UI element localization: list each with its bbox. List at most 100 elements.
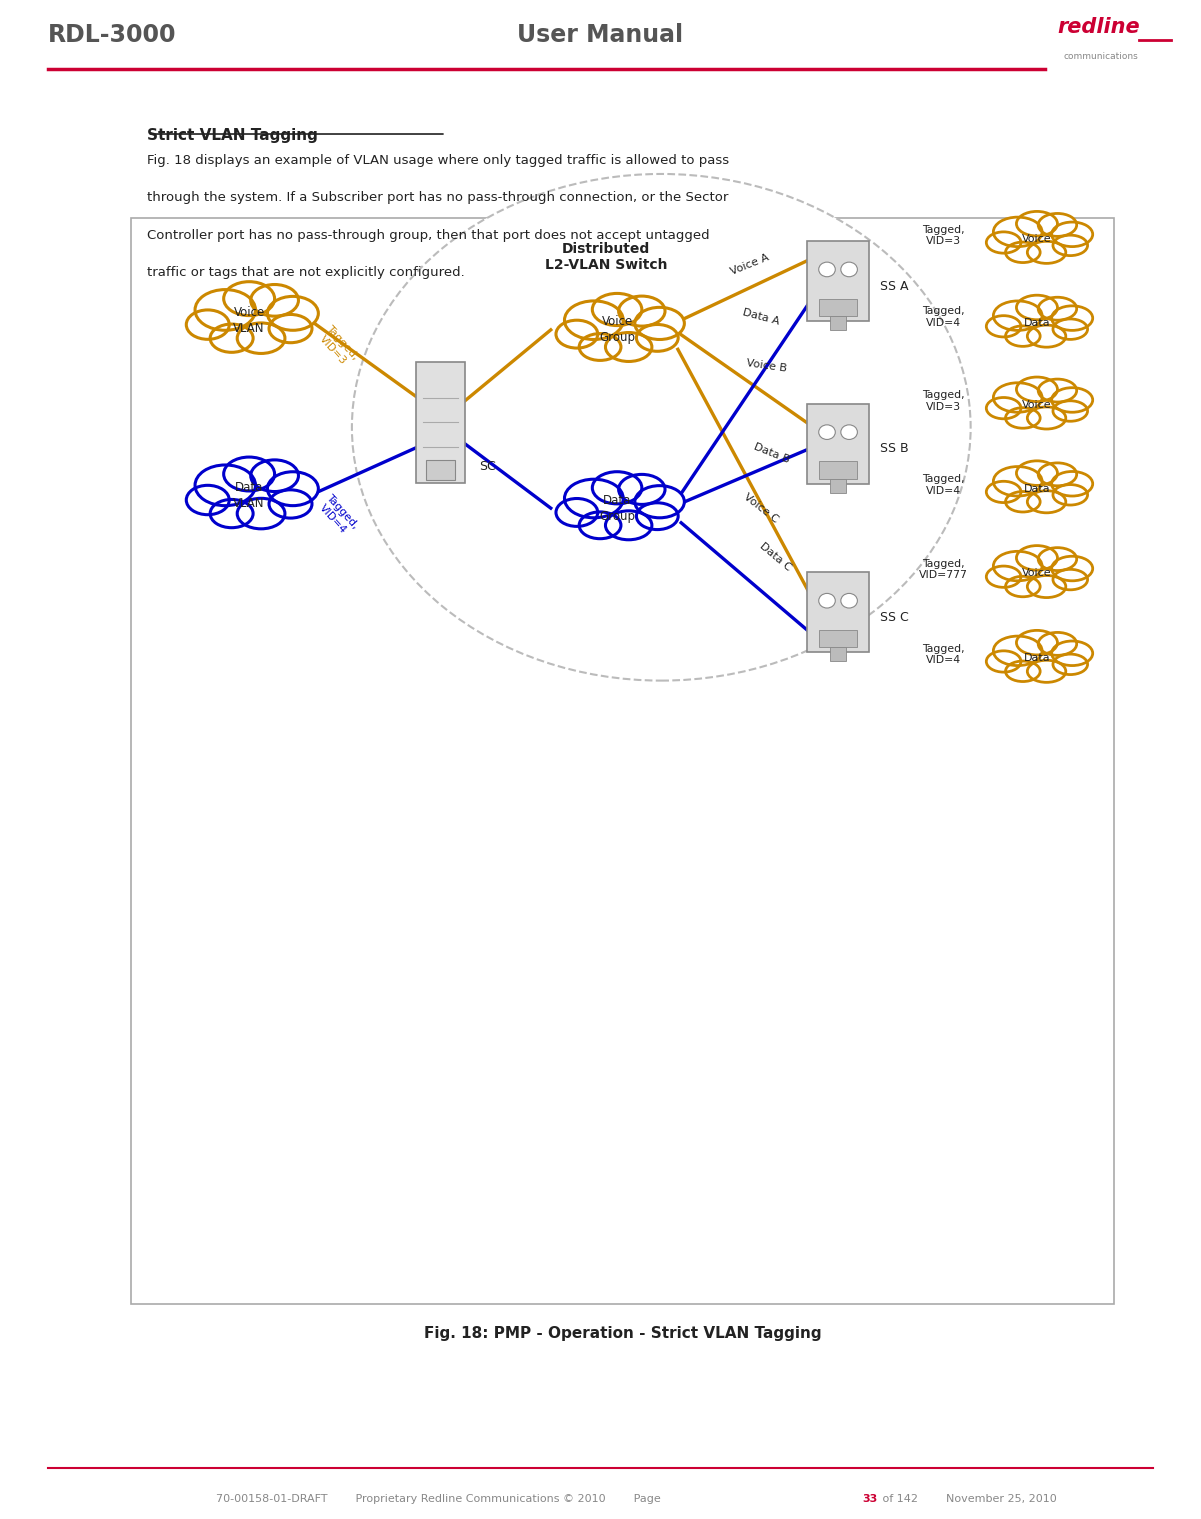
- Ellipse shape: [986, 232, 1021, 254]
- Text: redline: redline: [1057, 17, 1140, 36]
- Text: Data B: Data B: [752, 442, 791, 465]
- Ellipse shape: [1052, 387, 1093, 412]
- Ellipse shape: [1052, 305, 1093, 331]
- Text: Tagged,
VID=4: Tagged, VID=4: [315, 492, 360, 538]
- Ellipse shape: [1005, 242, 1040, 263]
- FancyBboxPatch shape: [830, 647, 846, 661]
- Ellipse shape: [993, 301, 1042, 331]
- Ellipse shape: [579, 512, 621, 539]
- Ellipse shape: [592, 472, 641, 504]
- Ellipse shape: [637, 503, 679, 530]
- Ellipse shape: [564, 478, 623, 518]
- Ellipse shape: [1016, 295, 1057, 321]
- Ellipse shape: [1038, 463, 1076, 486]
- Text: Voice: Voice: [1022, 568, 1052, 579]
- Ellipse shape: [1016, 211, 1057, 235]
- Text: Data: Data: [1023, 317, 1050, 328]
- Circle shape: [841, 594, 858, 608]
- Text: Tagged,
VID=4: Tagged, VID=4: [921, 644, 964, 665]
- Bar: [131, 217, 1115, 1305]
- Ellipse shape: [637, 325, 679, 351]
- Ellipse shape: [556, 321, 598, 348]
- Ellipse shape: [986, 398, 1021, 419]
- FancyBboxPatch shape: [807, 573, 870, 652]
- Ellipse shape: [1052, 471, 1093, 497]
- Ellipse shape: [1005, 327, 1040, 346]
- FancyBboxPatch shape: [819, 462, 856, 478]
- Ellipse shape: [238, 324, 285, 354]
- Ellipse shape: [238, 498, 285, 529]
- FancyBboxPatch shape: [830, 316, 846, 330]
- Circle shape: [841, 263, 858, 276]
- Text: Fig. 18 displays an example of VLAN usage where only tagged traffic is allowed t: Fig. 18 displays an example of VLAN usag…: [148, 155, 730, 167]
- Text: Voice
VLAN: Voice VLAN: [233, 305, 265, 334]
- Text: traffic or tags that are not explicitly configured.: traffic or tags that are not explicitly …: [148, 266, 465, 278]
- FancyBboxPatch shape: [807, 404, 870, 483]
- Ellipse shape: [619, 296, 665, 327]
- Ellipse shape: [1053, 401, 1088, 421]
- Ellipse shape: [1005, 576, 1040, 597]
- Text: RDL-3000: RDL-3000: [48, 23, 177, 47]
- Ellipse shape: [986, 567, 1021, 588]
- Ellipse shape: [564, 301, 623, 340]
- FancyBboxPatch shape: [830, 478, 846, 492]
- Ellipse shape: [1027, 407, 1065, 428]
- Ellipse shape: [1027, 491, 1065, 513]
- Ellipse shape: [1016, 377, 1057, 401]
- Circle shape: [819, 425, 836, 439]
- Ellipse shape: [993, 383, 1042, 412]
- Text: Strict VLAN Tagging: Strict VLAN Tagging: [148, 128, 318, 143]
- Ellipse shape: [1005, 407, 1040, 428]
- FancyBboxPatch shape: [807, 242, 870, 321]
- Text: Voice: Voice: [1022, 234, 1052, 245]
- Ellipse shape: [251, 284, 299, 316]
- Text: 70-00158-01-DRAFT        Proprietary Redline Communications © 2010        Page: 70-00158-01-DRAFT Proprietary Redline Co…: [216, 1493, 664, 1504]
- Text: 33: 33: [862, 1493, 878, 1504]
- Ellipse shape: [1038, 380, 1076, 403]
- Text: Tagged,
VID=777: Tagged, VID=777: [919, 559, 968, 580]
- Circle shape: [819, 263, 836, 276]
- Text: Tagged,
VID=4: Tagged, VID=4: [921, 474, 964, 495]
- Text: Tagged,
VID=3: Tagged, VID=3: [921, 225, 964, 246]
- Text: Voice
Group: Voice Group: [599, 316, 635, 345]
- Text: SC: SC: [479, 460, 496, 472]
- Text: communications: communications: [1064, 52, 1139, 61]
- Ellipse shape: [1005, 661, 1040, 682]
- Text: SS B: SS B: [880, 442, 909, 456]
- Ellipse shape: [605, 510, 652, 539]
- Text: Voice: Voice: [1022, 399, 1052, 410]
- Text: Voice C: Voice C: [741, 492, 779, 524]
- Ellipse shape: [1052, 641, 1093, 665]
- Ellipse shape: [195, 465, 256, 506]
- FancyBboxPatch shape: [819, 630, 856, 647]
- Ellipse shape: [579, 334, 621, 360]
- Text: through the system. If a Subscriber port has no pass-through connection, or the : through the system. If a Subscriber port…: [148, 191, 729, 205]
- Ellipse shape: [993, 466, 1042, 497]
- Text: SS C: SS C: [880, 611, 909, 624]
- Ellipse shape: [210, 500, 253, 527]
- Text: Voice B: Voice B: [746, 358, 787, 374]
- FancyBboxPatch shape: [819, 299, 856, 316]
- Ellipse shape: [1038, 548, 1076, 571]
- Ellipse shape: [186, 485, 229, 515]
- Text: Tagged,
VID=3: Tagged, VID=3: [315, 324, 360, 369]
- Text: Data
VLAN: Data VLAN: [233, 482, 265, 510]
- Text: Data: Data: [1023, 483, 1050, 494]
- Ellipse shape: [635, 307, 685, 340]
- Ellipse shape: [1053, 570, 1088, 589]
- Text: of 142        November 25, 2010: of 142 November 25, 2010: [879, 1493, 1057, 1504]
- Ellipse shape: [210, 324, 253, 352]
- Text: SS A: SS A: [880, 279, 908, 293]
- Circle shape: [819, 594, 836, 608]
- Ellipse shape: [1053, 485, 1088, 504]
- Ellipse shape: [993, 217, 1042, 246]
- Ellipse shape: [993, 551, 1042, 580]
- Text: User Manual: User Manual: [518, 23, 683, 47]
- Circle shape: [841, 425, 858, 439]
- Ellipse shape: [605, 333, 652, 362]
- Ellipse shape: [1027, 242, 1065, 263]
- Ellipse shape: [986, 316, 1021, 337]
- Text: Data A: Data A: [741, 307, 781, 327]
- Ellipse shape: [186, 310, 229, 339]
- Text: Distributed
L2-VLAN Switch: Distributed L2-VLAN Switch: [545, 242, 668, 272]
